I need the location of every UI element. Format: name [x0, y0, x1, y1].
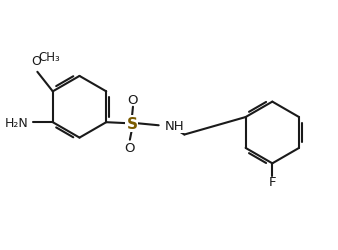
Text: O: O — [31, 55, 41, 68]
Text: F: F — [269, 176, 276, 188]
Text: CH₃: CH₃ — [39, 51, 60, 64]
Text: O: O — [128, 93, 138, 106]
Text: O: O — [125, 141, 135, 154]
Text: NH: NH — [165, 120, 185, 133]
Text: S: S — [126, 116, 138, 131]
Text: H₂N: H₂N — [4, 116, 28, 129]
